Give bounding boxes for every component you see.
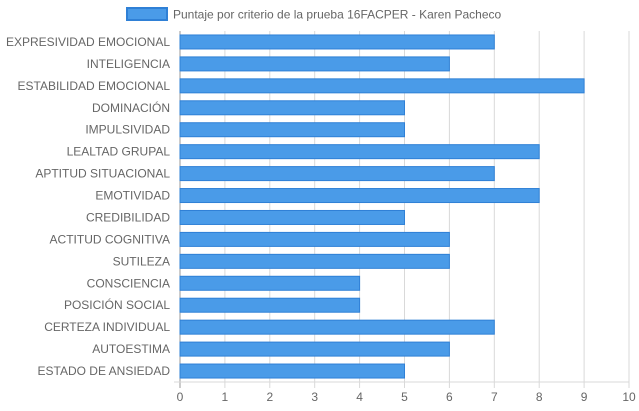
x-tick-label: 10 (622, 390, 636, 404)
bar[interactable] (179, 144, 540, 160)
x-tick-label: 7 (491, 390, 498, 404)
bar[interactable] (179, 122, 405, 138)
legend[interactable]: Puntaje por criterio de la prueba 16FACP… (126, 7, 502, 22)
x-tick-label: 2 (266, 390, 273, 404)
bar[interactable] (179, 319, 495, 335)
bar[interactable] (179, 56, 450, 72)
bar[interactable] (179, 188, 540, 204)
bar[interactable] (179, 100, 405, 116)
category-label: ACTITUD COGNITIVA (50, 232, 170, 246)
category-label: LEALTAD GRUPAL (67, 145, 171, 159)
category-label: DOMINACIÓN (92, 100, 170, 115)
x-tick-label: 9 (581, 390, 588, 404)
category-label: APTITUD SITUACIONAL (35, 167, 170, 181)
category-label: EXPRESIVIDAD EMOCIONAL (6, 35, 170, 49)
bar[interactable] (179, 341, 450, 357)
x-tick-label: 6 (446, 390, 453, 404)
category-label: POSICIÓN SOCIAL (64, 297, 170, 312)
category-labels: EXPRESIVIDAD EMOCIONAL INTELIGENCIA ESTABI… (6, 35, 170, 378)
category-label: ESTABILIDAD EMOCIONAL (18, 79, 171, 93)
category-label: EMOTIVIDAD (95, 189, 170, 203)
x-axis-ticks: 0 1 2 3 4 5 6 7 8 9 10 (177, 390, 636, 404)
bars-group (179, 34, 585, 379)
x-tick-label: 4 (356, 390, 363, 404)
category-label: AUTOESTIMA (92, 342, 170, 356)
bar[interactable] (179, 275, 361, 291)
x-tick-label: 3 (311, 390, 318, 404)
bar[interactable] (179, 78, 585, 94)
category-label: SUTILEZA (113, 254, 170, 268)
category-label: CERTEZA INDIVIDUAL (44, 320, 170, 334)
category-label: INTELIGENCIA (87, 57, 170, 71)
x-tick-label: 0 (177, 390, 184, 404)
bar[interactable] (179, 363, 405, 379)
bar[interactable] (179, 209, 405, 225)
legend-label[interactable]: Puntaje por criterio de la prueba 16FACP… (173, 8, 502, 22)
bar[interactable] (179, 297, 361, 313)
bar[interactable] (179, 253, 450, 269)
bar[interactable] (179, 34, 495, 50)
bar[interactable] (179, 166, 495, 182)
x-tick-label: 1 (222, 390, 229, 404)
bar[interactable] (179, 231, 450, 247)
category-label: CONSCIENCIA (87, 276, 170, 290)
x-tick-label: 8 (536, 390, 543, 404)
category-label: ESTADO DE ANSIEDAD (38, 364, 171, 378)
x-tick-label: 5 (401, 390, 408, 404)
legend-swatch[interactable] (126, 7, 168, 21)
category-label: CREDIBILIDAD (86, 210, 170, 224)
category-label: IMPULSIVIDAD (85, 123, 170, 137)
